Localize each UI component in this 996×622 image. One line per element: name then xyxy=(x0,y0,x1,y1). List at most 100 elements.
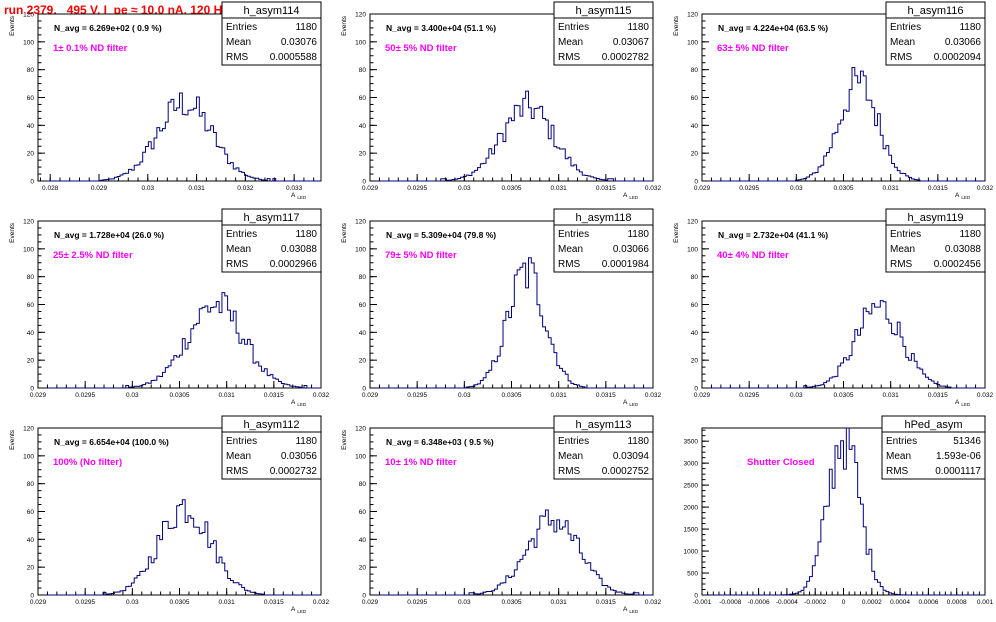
y-tick-label: 1000 xyxy=(684,549,699,556)
x-tick-label: 0.03 xyxy=(126,599,139,606)
stats-rms-value: 0.0001117 xyxy=(935,466,981,477)
histogram-line xyxy=(370,90,653,182)
stats-mean-value: 0.03094 xyxy=(613,451,650,462)
histogram-panel-h_asym115: 0 20 40 60 80 100 120 0.029 0.0295 0.03 0.0305 0.03… xyxy=(341,1,662,200)
x-tick-label: 0.0295 xyxy=(407,599,427,606)
y-tick-label: 120 xyxy=(23,219,34,226)
x-axis-label: A LED xyxy=(955,192,971,200)
y-tick-label: 20 xyxy=(27,358,35,365)
filter-label: 1± 0.1% ND filter xyxy=(53,43,128,54)
stats-mean-value: 0.03067 xyxy=(613,37,650,48)
y-tick-label: 0 xyxy=(362,386,366,393)
x-tick-label: 0.03 xyxy=(790,392,803,399)
x-axis-label: A LED xyxy=(291,399,307,407)
stats-entries-label: Entries xyxy=(558,22,589,33)
y-tick-label: 0 xyxy=(694,386,698,393)
x-tick-label: 0.0315 xyxy=(596,392,616,399)
stats-box xyxy=(881,415,986,480)
x-tick-label: -0.0006 xyxy=(748,599,770,606)
y-tick-label: 80 xyxy=(27,274,35,281)
x-tick-label: -0.0004 xyxy=(776,599,798,606)
x-tick-label: 0.03 xyxy=(458,599,471,606)
stats-rms-label: RMS xyxy=(886,466,909,477)
x-tick-label: 0.033 xyxy=(286,185,303,192)
stats-entries-value: 1180 xyxy=(959,22,981,33)
x-tick-label: 0.0295 xyxy=(75,392,95,399)
x-tick-label: 0.0305 xyxy=(502,185,522,192)
y-tick-label: 40 xyxy=(27,537,35,544)
stats-rms-value: 0.0002732 xyxy=(270,466,318,477)
x-tick-label: 0.028 xyxy=(42,185,59,192)
navg-label: N_avg = 5.309e+04 (79.8 %) xyxy=(386,230,496,240)
y-tick-label: 2000 xyxy=(684,505,699,512)
x-tick-label: 0.0295 xyxy=(407,185,427,192)
stats-entries-label: Entries xyxy=(226,436,257,447)
histogram-panel-h_asym117: 0 20 40 60 80 100 120 0.029 0.0295 0.03 0.0305 0.03… xyxy=(9,208,330,407)
y-tick-label: 3000 xyxy=(684,461,699,468)
stats-rms-label: RMS xyxy=(558,466,581,477)
x-tick-label: 0.032 xyxy=(313,392,330,399)
x-tick-label: 0.0295 xyxy=(75,599,95,606)
stats-entries-label: Entries xyxy=(890,229,921,240)
stats-box xyxy=(221,208,322,273)
histogram-line xyxy=(38,499,321,596)
y-tick-label: 80 xyxy=(691,274,699,281)
x-tick-label: 0.0315 xyxy=(928,392,948,399)
y-tick-label: 1500 xyxy=(684,527,699,534)
x-tick-label: 0.0315 xyxy=(596,599,616,606)
stats-mean-value: 0.03076 xyxy=(281,37,318,48)
x-tick-label: 0.031 xyxy=(551,185,568,192)
x-axis-label: A LED xyxy=(623,399,639,407)
x-tick-label: 0.0305 xyxy=(502,392,522,399)
histogram-panel-h_asym113: 0 20 40 60 80 100 120 0.029 0.0295 0.03 0.0305 0.03… xyxy=(341,415,662,614)
x-tick-label: 0.03 xyxy=(458,392,471,399)
x-tick-label: 0.031 xyxy=(551,392,568,399)
y-tick-label: 60 xyxy=(691,302,699,309)
stats-mean-value: 1.593e-06 xyxy=(936,451,981,462)
x-tick-label: -0.001 xyxy=(693,599,712,606)
histogram-panel-h_asym114: 0 20 40 60 80 100 120 0.028 0.029 0.03 0.031 0.032 0… xyxy=(9,1,322,200)
stats-mean-label: Mean xyxy=(558,451,583,462)
x-axis-label: A LED xyxy=(955,399,971,407)
y-tick-label: 500 xyxy=(687,571,698,578)
stats-entries-value: 1180 xyxy=(295,22,317,33)
x-tick-label: 0.0315 xyxy=(928,185,948,192)
x-tick-label: 0.0002 xyxy=(862,599,882,606)
stats-rms-label: RMS xyxy=(558,52,581,63)
stats-rms-value: 0.0002966 xyxy=(270,259,318,270)
stats-mean-value: 0.03066 xyxy=(945,37,982,48)
y-tick-label: 0 xyxy=(30,593,34,600)
y-axis-label: Events xyxy=(9,15,16,36)
x-tick-label: 0.0305 xyxy=(170,392,190,399)
x-tick-label: 0.03 xyxy=(141,185,154,192)
y-tick-label: 60 xyxy=(359,302,367,309)
filter-label: 50± 5% ND filter xyxy=(385,43,457,54)
histogram-line xyxy=(370,257,653,389)
y-tick-label: 0 xyxy=(362,179,366,186)
y-tick-label: 100 xyxy=(687,39,698,46)
y-tick-label: 100 xyxy=(23,246,34,253)
x-tick-label: 0.031 xyxy=(883,392,900,399)
histogram-line xyxy=(38,92,321,182)
navg-label: N_avg = 4.224e+04 (63.5 %) xyxy=(718,23,828,33)
y-tick-label: 100 xyxy=(355,453,366,460)
y-axis-label: Events xyxy=(341,15,348,36)
filter-label: 10± 1% ND filter xyxy=(385,457,457,468)
stats-entries-value: 1180 xyxy=(627,436,649,447)
navg-label: N_avg = 6.269e+02 ( 0.9 %) xyxy=(54,23,162,33)
stats-entries-label: Entries xyxy=(890,22,921,33)
stats-title: h_asym119 xyxy=(907,212,963,224)
x-axis-label: A LED xyxy=(623,606,639,614)
filter-label: 40± 4% ND filter xyxy=(717,250,789,261)
x-tick-label: 0.0315 xyxy=(264,392,284,399)
stats-mean-value: 0.03056 xyxy=(281,451,318,462)
stats-title: h_asym117 xyxy=(243,212,299,224)
y-tick-label: 100 xyxy=(355,39,366,46)
y-tick-label: 40 xyxy=(359,330,367,337)
x-tick-label: 0.029 xyxy=(30,392,47,399)
y-tick-label: 80 xyxy=(27,481,35,488)
x-axis-label: A LED xyxy=(623,192,639,200)
y-tick-label: 60 xyxy=(691,95,699,102)
stats-mean-value: 0.03088 xyxy=(945,244,982,255)
x-tick-label: 0.029 xyxy=(362,185,379,192)
